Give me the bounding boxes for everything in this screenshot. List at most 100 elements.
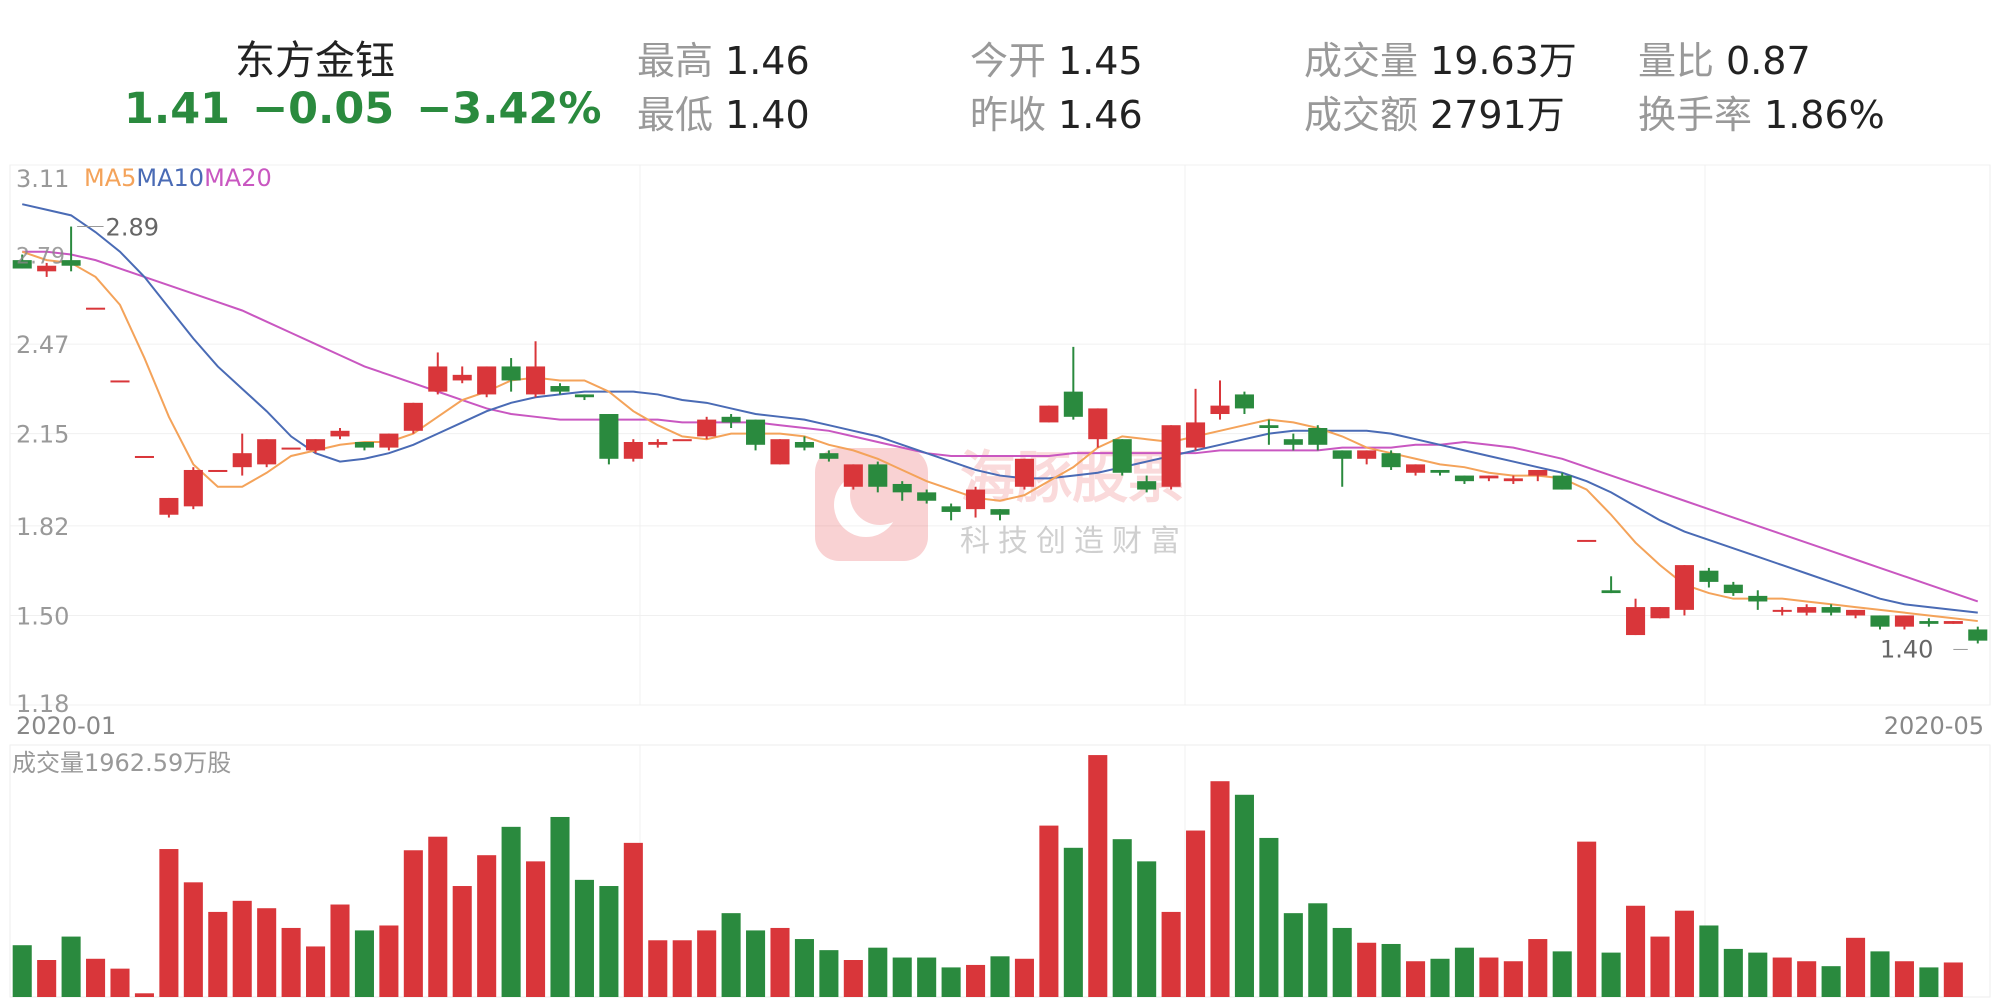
stat-volume-ratio: 量比 0.87 — [1638, 39, 1811, 83]
min-price-label: 1.40 — [1880, 635, 1933, 663]
candle-body — [1308, 428, 1328, 445]
volume-bar — [770, 927, 790, 997]
volume-bar — [1308, 903, 1328, 997]
price-line: 1.41 −0.05 −3.42% — [124, 84, 623, 134]
volume-bar — [281, 927, 301, 997]
watermark-subtitle: 科技创造财富 — [960, 524, 1188, 559]
volume-bar — [1552, 951, 1572, 997]
volume-bar — [941, 967, 961, 997]
y-tick-label: 1.82 — [16, 513, 69, 541]
candle-body — [306, 439, 326, 451]
volume-bar — [697, 930, 717, 997]
volume-bar — [1601, 952, 1621, 997]
volume-bar — [819, 950, 839, 997]
volume-bar — [599, 886, 619, 997]
candle-body — [232, 453, 252, 468]
candle-body — [281, 447, 301, 450]
candle-body — [1797, 607, 1817, 613]
volume-bar — [306, 946, 326, 997]
candle-body — [1846, 609, 1866, 616]
legend-ma10: MA10 — [136, 164, 204, 192]
volume-bar — [868, 947, 888, 997]
candle-body — [208, 469, 228, 472]
candle-body — [1674, 565, 1694, 610]
volume-bar — [1577, 841, 1597, 997]
volume-bar — [1674, 910, 1694, 997]
volume-bar — [1039, 825, 1059, 997]
moving-average-lines — [21, 203, 1979, 623]
volume-bar — [1772, 957, 1792, 997]
volume-bar — [1210, 781, 1230, 997]
candle-body — [1968, 629, 1988, 641]
candle-body — [159, 497, 179, 515]
volume-bar — [1943, 962, 1963, 997]
candle-body — [134, 455, 154, 458]
candle-body — [1161, 425, 1181, 487]
candlestick-series — [12, 226, 1988, 644]
candle-body — [941, 506, 961, 512]
volume-bar — [672, 940, 692, 997]
x-tick-label-start: 2020-01 — [16, 712, 116, 740]
volume-bar — [110, 968, 130, 997]
volume-bar — [1283, 913, 1303, 997]
candle-body — [12, 260, 32, 269]
candle-body — [648, 441, 668, 445]
candle-body — [1406, 464, 1426, 473]
volume-bars — [12, 755, 1963, 997]
stat-turnover-rate: 换手率 1.86% — [1638, 93, 1885, 137]
x-tick-label-end: 2020-05 — [1884, 712, 1984, 740]
candle-body — [526, 366, 546, 395]
volume-bar — [1454, 947, 1474, 997]
volume-bar — [648, 940, 668, 997]
volume-bar — [1137, 861, 1157, 997]
ma-legend: MA5MA10MA20 — [84, 164, 272, 192]
watermark-logo — [815, 448, 928, 561]
candle-body — [183, 469, 203, 507]
volume-bar — [1699, 925, 1719, 997]
candle-body — [550, 386, 570, 392]
volume-bar — [721, 913, 741, 997]
candle-body — [1528, 469, 1548, 476]
volume-bar — [37, 960, 57, 997]
ma5-line — [21, 250, 1978, 623]
volume-bar — [12, 945, 32, 997]
candle-body — [574, 394, 594, 398]
volume-bar — [134, 993, 154, 997]
candle-body — [1234, 394, 1254, 409]
candle-body — [1919, 621, 1939, 624]
candle-body — [1748, 595, 1768, 602]
stat-volume: 成交量 19.63万 — [1304, 39, 1577, 83]
candle-body — [1332, 450, 1352, 459]
volume-bar — [1332, 927, 1352, 997]
ma10-line — [21, 203, 1978, 614]
volume-bar — [1528, 939, 1548, 997]
volume-bar — [892, 957, 912, 997]
candle-body — [770, 439, 790, 465]
volume-bar — [917, 957, 937, 997]
volume-bar — [1234, 794, 1254, 997]
volume-bar — [1479, 957, 1499, 997]
candle-body — [1283, 439, 1303, 445]
legend-ma5: MA5 — [84, 164, 136, 192]
candle-body — [477, 366, 497, 395]
volume-bar — [1723, 948, 1743, 997]
stat-turnover: 成交额 2791万 — [1304, 93, 1565, 137]
candle-body — [1137, 481, 1157, 490]
candle-body — [1870, 615, 1890, 627]
candle-body — [1772, 609, 1792, 612]
price-axis: 3.11 2.47 2.15 1.82 1.50 1.18 — [16, 165, 69, 718]
volume-bar — [354, 930, 374, 997]
price-change-pct: −3.42% — [416, 84, 602, 134]
candle-body — [257, 439, 277, 465]
volume-bar — [623, 842, 643, 997]
volume-bar — [232, 900, 252, 997]
legend-ma20: MA20 — [204, 164, 272, 192]
volume-bar — [966, 964, 986, 997]
candle-body — [843, 464, 863, 487]
candle-body — [623, 441, 643, 459]
candle-body — [819, 453, 839, 459]
candle-body — [1699, 570, 1719, 582]
candle-body — [697, 419, 717, 437]
candle-body — [330, 430, 350, 437]
